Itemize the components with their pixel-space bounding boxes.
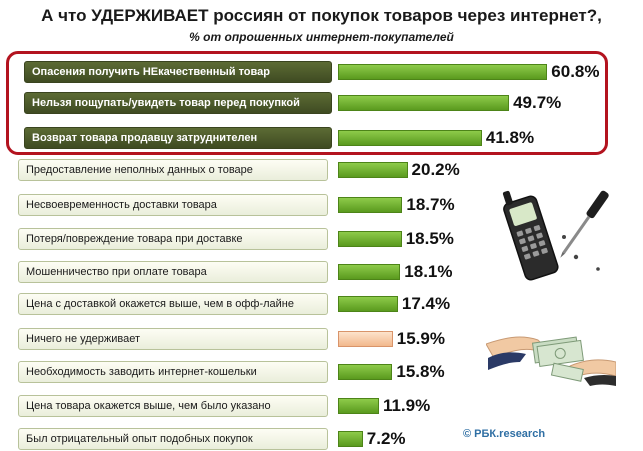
value-label: 15.8% — [396, 362, 445, 381]
bar — [338, 264, 401, 280]
bar-row: Несвоевременность доставки товара 18.7% — [0, 194, 643, 216]
category-label: Предоставление неполных данных о товаре — [18, 159, 328, 181]
category-label: Цена с доставкой окажется выше, чем в оф… — [18, 293, 328, 315]
value-label: 18.5% — [405, 229, 454, 248]
bar — [338, 95, 510, 111]
category-label: Нельзя пощупать/увидеть товар перед поку… — [24, 92, 332, 114]
chart-subtitle: % от опрошенных интернет-покупателей — [189, 30, 454, 44]
bar-row: Был отрицательный опыт подобных покупок 7… — [0, 428, 643, 450]
bar — [338, 64, 548, 80]
bar-row: Ничего не удерживает 15.9% — [0, 328, 643, 350]
bar — [338, 231, 402, 247]
bar-row: Опасения получить НЕкачественный товар 60… — [0, 61, 643, 83]
bar — [338, 398, 379, 414]
value-label: 17.4% — [401, 294, 451, 313]
category-label: Мошенничество при оплате товара — [18, 261, 328, 283]
bar-row: Мошенничество при оплате товара 18.1% — [0, 261, 643, 283]
bar — [338, 431, 363, 447]
value-label: 7.2% — [366, 429, 406, 448]
category-label: Потеря/повреждение товара при доставке — [18, 228, 328, 250]
value-label: 60.8% — [551, 62, 600, 81]
phone-and-screwdriver-icon — [502, 190, 609, 281]
value-label: 49.7% — [513, 93, 562, 112]
value-label: 18.7% — [406, 195, 455, 214]
bar — [338, 130, 482, 146]
category-label: Ничего не удерживает — [18, 328, 328, 350]
bar — [338, 331, 393, 347]
category-label: Опасения получить НЕкачественный товар — [24, 61, 332, 83]
bar-row: Предоставление неполных данных о товаре 2… — [0, 159, 643, 181]
category-label: Цена товара окажется выше, чем было указ… — [18, 395, 328, 417]
category-label: Несвоевременность доставки товара — [18, 194, 328, 216]
value-label: 41.8% — [485, 128, 535, 147]
money-hands-icon — [486, 336, 616, 386]
bar-row: Необходимость заводить интернет-кошельки… — [0, 361, 643, 383]
category-label: Возврат товара продавцу затруднителен — [24, 127, 332, 149]
bar — [338, 197, 403, 213]
bar-row: Потеря/повреждение товара при доставке 18… — [0, 228, 643, 250]
bar-row: Цена с доставкой окажется выше, чем в оф… — [0, 293, 643, 315]
bar-row: Возврат товара продавцу затруднителен 41.… — [0, 127, 643, 149]
value-label: 15.9% — [396, 329, 445, 348]
bar — [338, 364, 393, 380]
value-label: 20.2% — [411, 160, 460, 179]
source-credit: © РБК.research — [463, 428, 546, 440]
value-label: 11.9% — [382, 396, 431, 415]
bar-row: Нельзя пощупать/увидеть товар перед поку… — [0, 92, 643, 114]
highlight-frame — [6, 51, 608, 155]
value-label: 18.1% — [404, 262, 453, 281]
chart-title: А что УДЕРЖИВАЕТ россиян от покупок това… — [41, 6, 602, 25]
bar-row: Цена товара окажется выше, чем было указ… — [0, 395, 643, 417]
category-label: Был отрицательный опыт подобных покупок — [18, 428, 328, 450]
bar — [338, 296, 398, 312]
bar — [338, 162, 408, 178]
category-label: Необходимость заводить интернет-кошельки — [18, 361, 328, 383]
